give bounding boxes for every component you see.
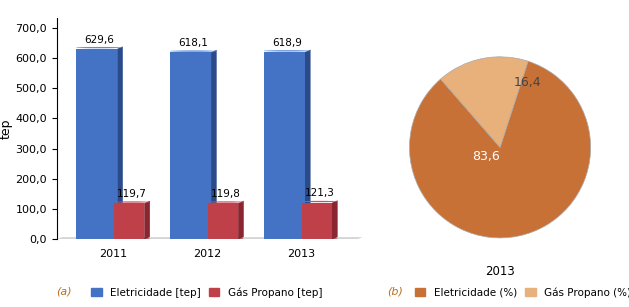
- Ellipse shape: [303, 201, 338, 202]
- Polygon shape: [57, 237, 363, 239]
- Ellipse shape: [208, 238, 244, 239]
- Ellipse shape: [114, 238, 150, 239]
- Legend: Eletricidade (%), Gás Propano (%): Eletricidade (%), Gás Propano (%): [411, 283, 629, 302]
- Polygon shape: [117, 46, 123, 239]
- Text: 119,8: 119,8: [211, 189, 241, 199]
- Polygon shape: [238, 201, 244, 239]
- Polygon shape: [305, 50, 311, 239]
- Text: 629,6: 629,6: [84, 35, 114, 45]
- Text: (a): (a): [57, 287, 72, 297]
- Ellipse shape: [208, 201, 244, 203]
- Polygon shape: [211, 50, 216, 239]
- Bar: [264, 52, 305, 239]
- Text: 119,7: 119,7: [117, 189, 147, 199]
- Text: (b): (b): [387, 287, 403, 297]
- Wedge shape: [409, 61, 591, 238]
- Ellipse shape: [264, 50, 311, 52]
- Text: 83,6: 83,6: [472, 150, 500, 163]
- Bar: [303, 203, 332, 239]
- Bar: [170, 52, 211, 239]
- Ellipse shape: [303, 238, 338, 239]
- Text: 121,3: 121,3: [305, 188, 335, 199]
- Ellipse shape: [76, 47, 123, 48]
- Polygon shape: [144, 201, 150, 239]
- Y-axis label: tep: tep: [0, 119, 13, 139]
- Bar: [114, 203, 144, 239]
- Wedge shape: [440, 57, 528, 147]
- X-axis label: 2013: 2013: [485, 265, 515, 278]
- Bar: [76, 49, 117, 239]
- Polygon shape: [332, 200, 338, 239]
- Ellipse shape: [264, 238, 311, 239]
- Ellipse shape: [170, 238, 216, 239]
- Text: 618,9: 618,9: [272, 38, 302, 48]
- Legend: Eletricidade [tep], Gás Propano [tep]: Eletricidade [tep], Gás Propano [tep]: [87, 283, 326, 302]
- Ellipse shape: [114, 201, 150, 203]
- Ellipse shape: [76, 238, 123, 239]
- Text: 16,4: 16,4: [513, 76, 541, 89]
- Text: 618,1: 618,1: [178, 38, 208, 48]
- Ellipse shape: [170, 50, 216, 52]
- Bar: [208, 203, 238, 239]
